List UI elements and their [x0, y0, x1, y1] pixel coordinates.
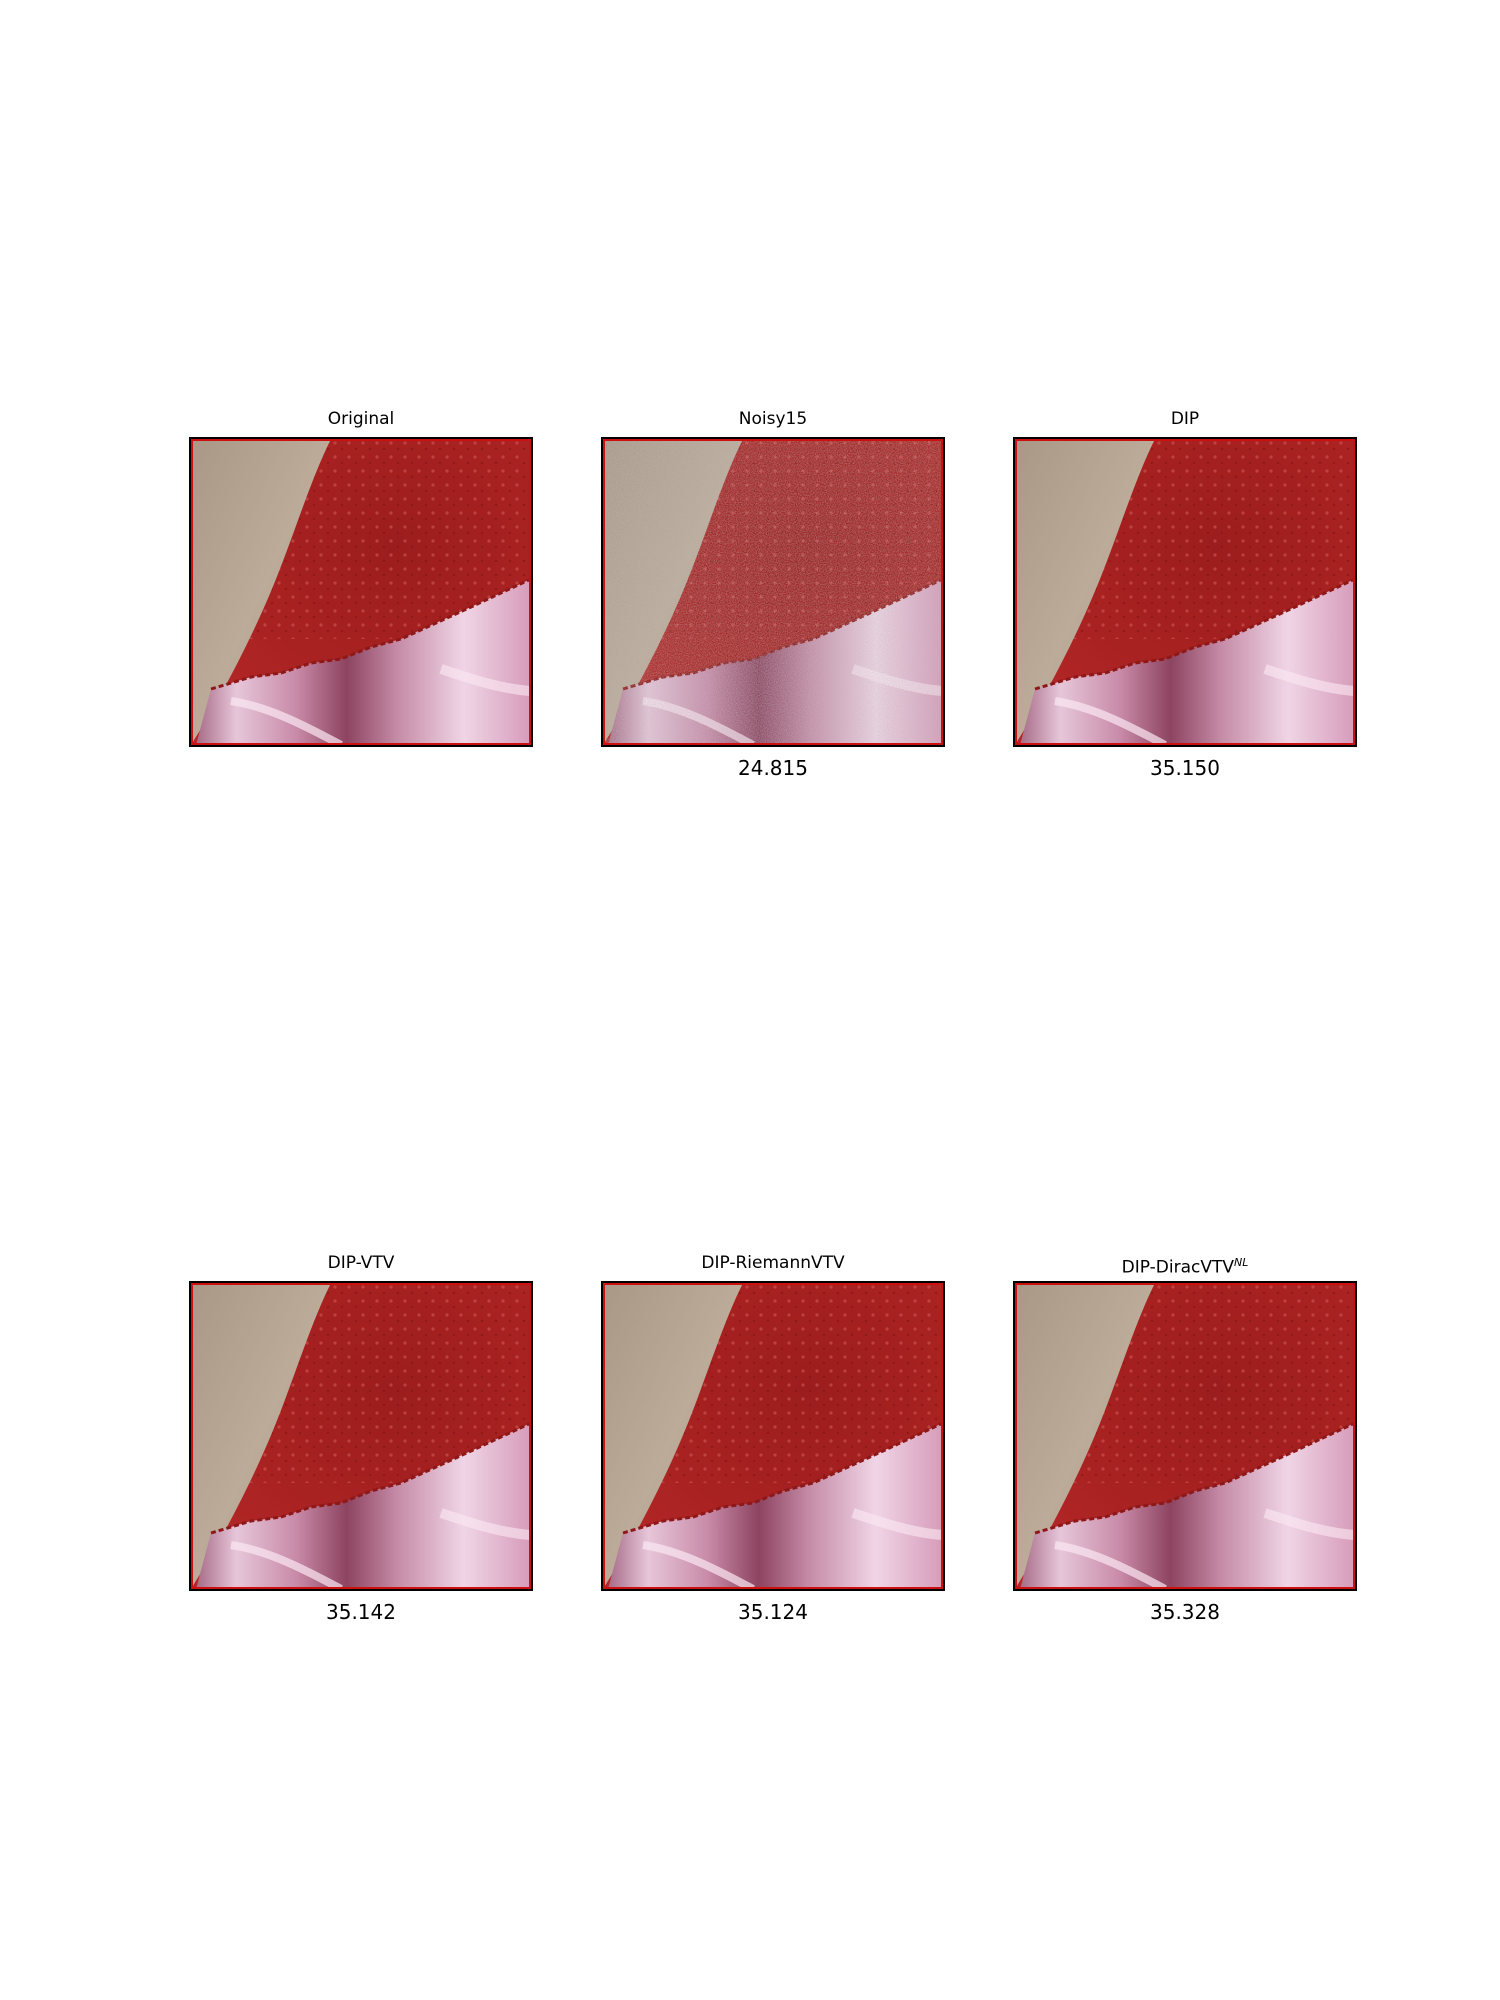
- image-crop-dip-riemannvtv: [603, 1283, 943, 1589]
- panel-dip-riemannvtv: DIP-RiemannVTV 35.124: [601, 1253, 945, 1624]
- image-crop: [1013, 1281, 1357, 1591]
- panel-title: Noisy15: [738, 409, 808, 429]
- psnr-score: 24.815: [738, 756, 808, 780]
- panel-title-text: DIP-DiracVTV: [1121, 1257, 1234, 1278]
- panel-original: Original: [189, 409, 533, 747]
- image-crop: [1013, 437, 1357, 747]
- image-crop-dip: [1015, 439, 1355, 745]
- panel-dip-vtv: DIP-VTV 35.142: [189, 1253, 533, 1624]
- panel-title: DIP-DiracVTVNL: [1013, 1251, 1357, 1278]
- panel-dip-diracvtv-nl: DIP-DiracVTVNL 35.328: [1013, 1256, 1357, 1624]
- image-crop: [601, 1281, 945, 1591]
- panel-dip: DIP 35.150: [1013, 409, 1357, 780]
- image-crop-noisy: [603, 439, 943, 745]
- image-crop: [189, 1281, 533, 1591]
- psnr-score: 35.124: [738, 1600, 808, 1624]
- psnr-score: 35.328: [1150, 1600, 1220, 1624]
- image-crop-dip-diracvtv: [1015, 1283, 1355, 1589]
- psnr-score: 35.150: [1150, 756, 1220, 780]
- panel-title: Original: [327, 409, 395, 429]
- image-crop: [601, 437, 945, 747]
- panel-title-superscript: NL: [1233, 1256, 1249, 1269]
- image-crop: [189, 437, 533, 747]
- psnr-score: 35.142: [326, 1600, 396, 1624]
- image-crop-dip-vtv: [191, 1283, 531, 1589]
- panel-title: DIP: [1170, 409, 1200, 429]
- panel-noisy15: Noisy15 24.815: [601, 409, 945, 780]
- image-crop-original: [191, 439, 531, 745]
- panel-title: DIP-RiemannVTV: [701, 1253, 845, 1273]
- panel-title: DIP-VTV: [327, 1253, 395, 1273]
